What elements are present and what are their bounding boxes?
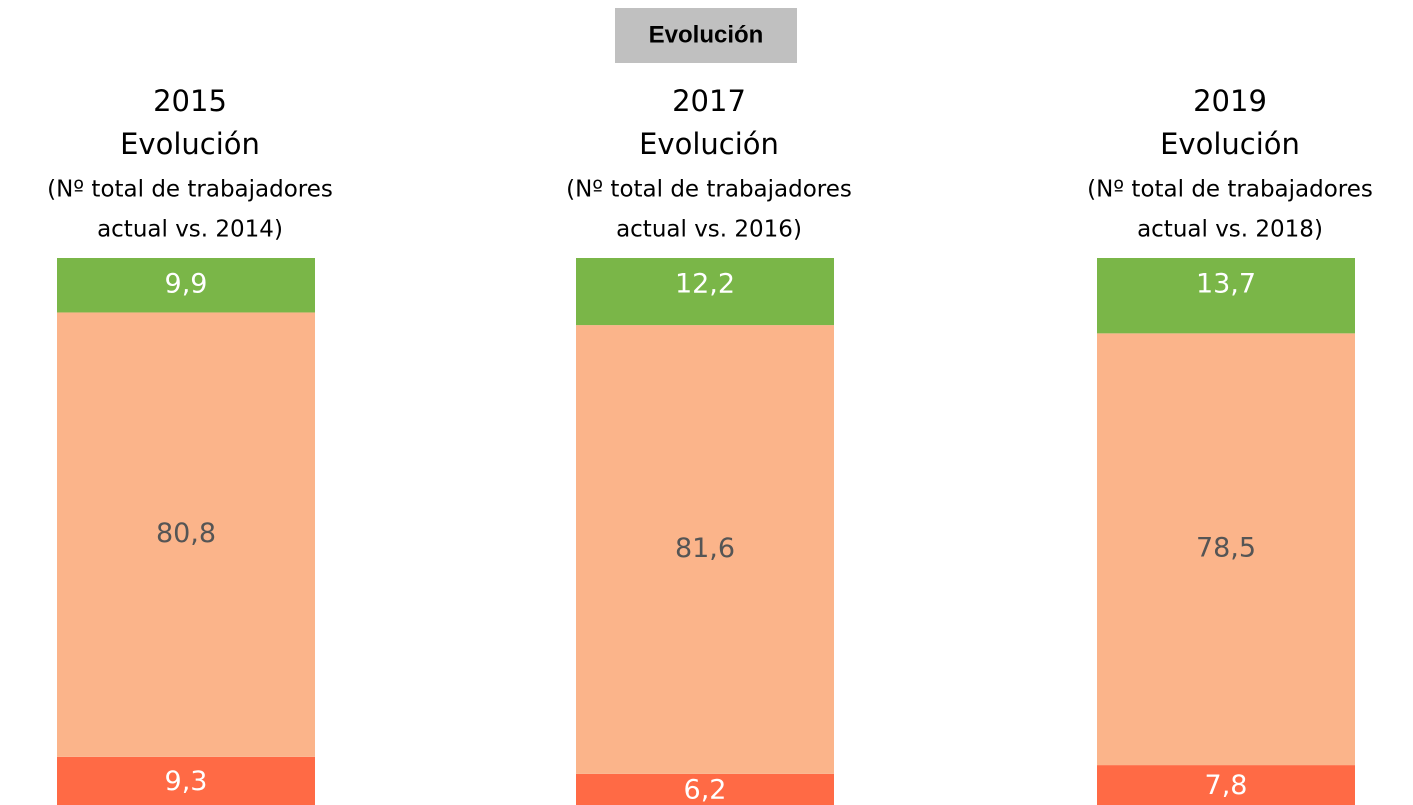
bar-segment xyxy=(57,756,315,805)
chart-subtitle: (Nº total de trabajadores xyxy=(566,177,852,203)
value-label: 80,8 xyxy=(156,518,216,549)
bar-segment xyxy=(1097,765,1355,805)
chart-title: 2017 xyxy=(672,84,746,118)
bar-segment xyxy=(576,773,834,805)
value-label: 81,6 xyxy=(675,533,735,564)
value-label: 6,2 xyxy=(684,774,727,805)
chart-title: 2015 xyxy=(153,84,227,118)
value-label: 78,5 xyxy=(1196,533,1256,564)
header-title: Evolución xyxy=(649,21,764,48)
chart-subtitle: Evolución xyxy=(639,127,779,161)
bar-segment xyxy=(576,258,834,326)
bar-segment xyxy=(57,258,315,313)
chart-subtitle: (Nº total de trabajadores xyxy=(47,177,333,203)
value-label: 7,8 xyxy=(1205,770,1248,801)
value-label: 12,2 xyxy=(675,269,735,300)
chart-subtitle: actual vs. 2018) xyxy=(1137,217,1323,243)
value-label: 9,3 xyxy=(165,766,208,797)
chart-subtitle: actual vs. 2014) xyxy=(97,217,283,243)
bar-segment xyxy=(57,312,315,757)
chart-subtitle: Evolución xyxy=(1160,127,1300,161)
bar-segment xyxy=(576,325,834,774)
bar-segment xyxy=(1097,258,1355,334)
chart-title: 2019 xyxy=(1193,84,1267,118)
value-label: 9,9 xyxy=(165,269,208,300)
chart-subtitle: (Nº total de trabajadores xyxy=(1087,177,1373,203)
value-label: 13,7 xyxy=(1196,269,1256,300)
bar-segment xyxy=(1097,333,1355,766)
header-box xyxy=(615,8,797,63)
chart-subtitle: actual vs. 2016) xyxy=(616,217,802,243)
chart-subtitle: Evolución xyxy=(120,127,260,161)
